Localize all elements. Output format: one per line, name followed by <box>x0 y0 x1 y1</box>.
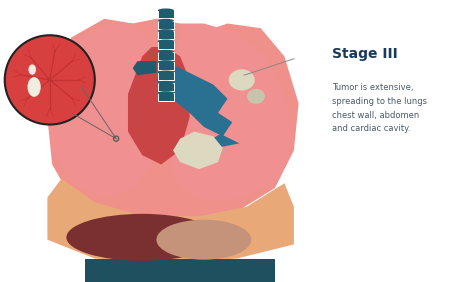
Text: Stage III: Stage III <box>332 47 398 61</box>
Ellipse shape <box>158 81 174 85</box>
Polygon shape <box>158 62 174 70</box>
Polygon shape <box>47 19 299 226</box>
Ellipse shape <box>158 50 174 54</box>
Polygon shape <box>128 47 190 164</box>
Text: Tumor is extensive,
spreading to the lungs
chest wall, abdomen
and cardiac cavit: Tumor is extensive, spreading to the lun… <box>332 83 427 133</box>
Polygon shape <box>158 93 174 101</box>
Polygon shape <box>156 66 232 136</box>
Ellipse shape <box>158 19 174 23</box>
Polygon shape <box>85 259 275 282</box>
Polygon shape <box>133 61 156 75</box>
Polygon shape <box>158 52 174 60</box>
Ellipse shape <box>247 89 265 104</box>
Polygon shape <box>166 23 294 202</box>
Ellipse shape <box>158 39 174 43</box>
Ellipse shape <box>156 220 251 260</box>
Ellipse shape <box>158 60 174 64</box>
Polygon shape <box>158 41 174 49</box>
Polygon shape <box>158 83 174 91</box>
Polygon shape <box>158 72 174 80</box>
Polygon shape <box>47 179 294 263</box>
Polygon shape <box>47 23 166 197</box>
Polygon shape <box>173 132 223 169</box>
Polygon shape <box>158 10 174 18</box>
Ellipse shape <box>158 29 174 33</box>
Ellipse shape <box>158 8 174 12</box>
Circle shape <box>5 35 95 125</box>
Ellipse shape <box>158 91 174 95</box>
Polygon shape <box>158 21 174 29</box>
Ellipse shape <box>228 69 255 91</box>
Polygon shape <box>209 134 239 148</box>
Ellipse shape <box>27 77 41 97</box>
Ellipse shape <box>28 64 36 75</box>
Polygon shape <box>158 31 174 39</box>
Ellipse shape <box>66 214 218 261</box>
Ellipse shape <box>158 70 174 74</box>
